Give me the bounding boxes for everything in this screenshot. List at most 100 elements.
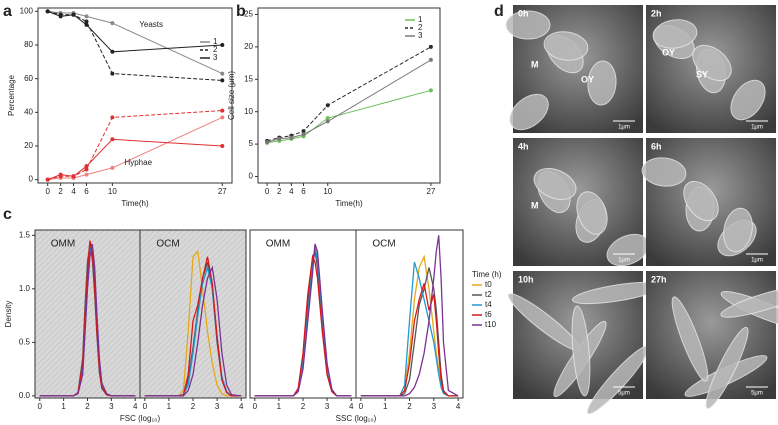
data-point	[110, 165, 115, 170]
scale-label: 1μm	[751, 125, 763, 131]
data-point	[220, 143, 225, 148]
series-line	[266, 59, 432, 143]
cell-shape	[543, 31, 589, 61]
series-line	[144, 249, 242, 397]
legend-label: t2	[485, 290, 492, 299]
x-tick-label: 0	[143, 402, 148, 411]
legend-label: t0	[485, 280, 492, 289]
legend-label: t6	[485, 310, 492, 319]
micrograph-annotation: M	[531, 59, 539, 69]
y-tick-label: 5	[249, 139, 254, 148]
subplot-title: OMM	[266, 239, 290, 250]
series-line	[254, 243, 352, 397]
micrograph-annotation: OY	[581, 74, 594, 84]
cell-shape	[587, 60, 617, 106]
annotation: Hyphae	[124, 158, 152, 167]
data-point	[428, 44, 433, 49]
micrograph-label: 27h	[651, 274, 667, 284]
series-line	[266, 46, 432, 142]
data-point	[71, 174, 76, 179]
data-point	[84, 22, 89, 27]
x-tick-label: 2	[85, 402, 90, 411]
data-point	[428, 88, 433, 93]
cell-shape	[720, 286, 778, 318]
y-tick-label: 40	[24, 107, 33, 116]
x-tick-label: 4	[71, 187, 76, 196]
x-tick-label: 3	[215, 402, 220, 411]
micrograph-label: 2h	[651, 8, 662, 18]
data-point	[220, 78, 225, 83]
x-tick-label: 0	[253, 402, 258, 411]
series-line	[144, 256, 242, 397]
legend-title: Time (h)	[472, 270, 502, 279]
subplot-title: OCM	[156, 239, 179, 250]
series-line	[254, 254, 352, 397]
y-tick-label: 60	[24, 74, 33, 83]
panel-label: a	[3, 3, 12, 20]
subplot-title: OMM	[51, 239, 75, 250]
data-point	[301, 129, 306, 134]
y-tick-label: 25	[244, 10, 253, 19]
y-axis-label: Cell size (μm)	[227, 71, 236, 120]
x-tick-label: 0	[359, 402, 364, 411]
data-point	[110, 115, 115, 120]
cell-shape	[505, 10, 551, 40]
data-point	[325, 116, 330, 121]
x-tick-label: 6	[84, 187, 89, 196]
plot-area	[257, 7, 441, 184]
x-tick-label: 0	[265, 187, 270, 196]
x-tick-label: 2	[58, 187, 63, 196]
series-line	[267, 89, 432, 144]
data-point	[58, 172, 63, 177]
x-axis-label: Time(h)	[121, 199, 149, 208]
x-tick-label: 4	[349, 402, 354, 411]
micrograph-label: 4h	[518, 141, 529, 151]
x-tick-label: 2	[301, 402, 306, 411]
plot-area	[34, 229, 141, 399]
data-point	[110, 21, 115, 26]
plot-area	[37, 7, 233, 184]
x-axis-label: Time(h)	[335, 199, 363, 208]
y-tick-label: 0.5	[19, 337, 31, 346]
data-point	[84, 172, 89, 177]
panel-label: c	[3, 206, 12, 223]
x-tick-label: 1	[383, 402, 388, 411]
series-line	[47, 110, 223, 181]
legend-label: 3	[418, 31, 423, 40]
legend-label: 3	[213, 53, 218, 62]
data-point	[220, 108, 225, 113]
data-point	[84, 14, 89, 19]
x-tick-label: 4	[133, 402, 138, 411]
scale-label: 5μm	[751, 391, 763, 397]
series-line	[39, 240, 136, 397]
y-tick-label: 0	[249, 172, 254, 181]
data-point	[301, 132, 306, 137]
x-tick-label: 2	[191, 402, 196, 411]
data-point	[265, 140, 270, 145]
cell-shape	[692, 44, 732, 82]
series-line	[47, 10, 223, 53]
scale-label: 1μm	[751, 258, 763, 264]
x-axis-label: FSC (log₁₀)	[120, 414, 161, 423]
data-point	[428, 57, 433, 62]
x-tick-label: 4	[289, 187, 294, 196]
plot-area	[249, 229, 357, 399]
y-tick-label: 0	[29, 175, 34, 184]
y-tick-label: 20	[24, 141, 33, 150]
data-point	[220, 43, 225, 48]
x-tick-label: 0	[38, 402, 43, 411]
micrograph-label: 0h	[518, 8, 529, 18]
series-line	[47, 10, 223, 75]
data-point	[220, 115, 225, 120]
y-tick-label: 0.0	[19, 391, 31, 400]
x-tick-label: 4	[456, 402, 461, 411]
data-point	[84, 164, 89, 169]
cell-shape	[571, 305, 591, 397]
series-line	[360, 235, 459, 397]
data-point	[45, 177, 50, 182]
series-line	[39, 243, 136, 397]
cell-shape	[652, 19, 698, 49]
series-line	[144, 265, 242, 397]
